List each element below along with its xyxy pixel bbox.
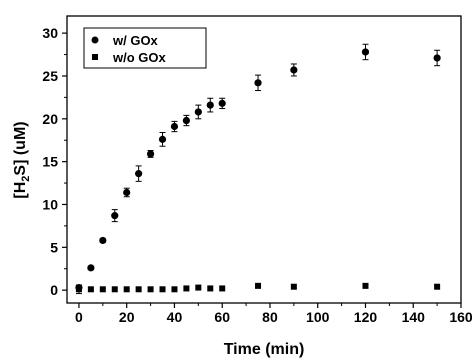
legend-label-wo-gox: w/o GOx <box>112 50 167 65</box>
data-point-square <box>290 283 297 290</box>
x-tick-label: 120 <box>354 309 378 325</box>
data-point-circle <box>99 236 107 245</box>
y-tick-label: 25 <box>42 68 58 84</box>
legend-label-w-gox: w/ GOx <box>112 33 159 48</box>
data-point-square <box>87 286 94 293</box>
data-point-circle <box>218 99 226 107</box>
y-axis-title-part-2: S] (uM) <box>12 121 29 175</box>
data-point-circle <box>111 212 119 220</box>
data-point-circle <box>170 122 179 131</box>
data-point-square <box>434 283 441 290</box>
y-tick-label: 30 <box>42 25 58 41</box>
plot-frame <box>66 15 462 304</box>
x-tick-label: 160 <box>449 309 473 325</box>
legend-box <box>83 27 207 69</box>
data-point-circle <box>135 170 143 178</box>
x-tick-label: 20 <box>119 309 135 325</box>
data-point-square <box>207 285 214 292</box>
x-tick-label: 100 <box>306 309 330 325</box>
data-point-circle <box>361 48 370 56</box>
data-point-square <box>75 286 82 293</box>
data-point-square <box>159 286 166 293</box>
legend-marker-w-gox <box>91 36 99 44</box>
x-tick-label: 0 <box>75 309 83 325</box>
y-axis-title-part-1: [H <box>12 182 29 199</box>
data-point-square <box>219 285 226 292</box>
data-point-circle <box>194 108 202 116</box>
data-point-square <box>99 286 106 293</box>
data-point-square <box>111 286 118 293</box>
y-tick-label: 20 <box>42 111 58 127</box>
data-point-circle <box>158 135 167 143</box>
series-w-gox <box>75 43 441 292</box>
y-tick-label: 5 <box>50 239 58 255</box>
data-point-square <box>147 286 154 293</box>
legend-marker-wo-gox <box>92 54 98 60</box>
legend: w/ GOx w/o GOx <box>83 27 207 69</box>
data-point-square <box>183 285 190 292</box>
data-point-circle <box>123 188 131 197</box>
y-tick-label: 10 <box>42 196 58 212</box>
data-point-circle <box>433 54 441 62</box>
data-point-square <box>123 286 130 293</box>
data-point-circle <box>254 79 262 87</box>
y-axis-title-subscript: 2 <box>20 176 32 182</box>
y-tick-label: 0 <box>50 282 58 298</box>
data-point-circle <box>290 66 298 74</box>
data-point-circle <box>87 264 95 272</box>
data-point-square <box>362 282 369 289</box>
data-point-square <box>195 284 202 291</box>
data-point-square <box>255 282 262 289</box>
y-axis-title: [H2S] (uM) <box>12 121 32 198</box>
x-tick-label: 40 <box>167 309 183 325</box>
data-marks <box>75 43 441 295</box>
data-point-circle <box>206 101 214 109</box>
data-point-square <box>135 286 142 293</box>
x-tick-label: 140 <box>402 309 426 325</box>
data-point-square <box>171 286 178 293</box>
x-axis-title: Time (min) <box>224 341 305 358</box>
x-tick-label: 80 <box>262 309 278 325</box>
series-wo-gox <box>75 282 441 295</box>
y-tick-label: 15 <box>42 154 58 170</box>
data-point-circle <box>182 116 190 125</box>
axis-ticks: 0 20 40 60 80 100 120 140 160 0 5 10 15 20 25 30 <box>42 25 472 325</box>
x-tick-label: 60 <box>214 309 230 325</box>
data-point-circle <box>146 150 155 158</box>
